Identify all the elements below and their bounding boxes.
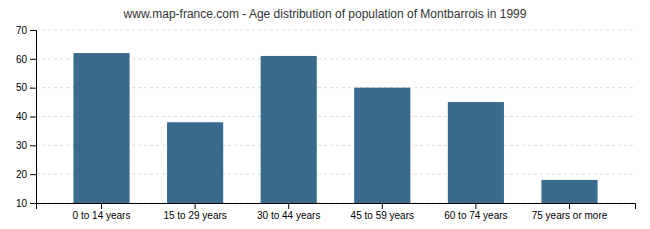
x-tick-mark: [382, 203, 383, 209]
y-tick-mark: [30, 59, 36, 60]
y-axis-line: [30, 31, 37, 204]
x-tick: 15 to 29 years: [163, 203, 226, 221]
bar: [541, 180, 597, 203]
bar: [73, 53, 129, 203]
x-tick-label: 60 to 74 years: [444, 210, 507, 221]
x-axis: 0 to 14 years 15 to 29 years 30 to 44 year…: [37, 203, 636, 221]
x-tick: 0 to 14 years: [73, 203, 131, 221]
y-tick-mark: [30, 203, 36, 204]
y-tick: 10: [16, 198, 36, 209]
y-tick-mark: [30, 174, 36, 175]
x-tick-label: 75 years or more: [532, 210, 608, 221]
y-tick-label: 70: [16, 25, 28, 36]
x-tick-mark: [101, 203, 102, 209]
y-tick: 40: [16, 111, 36, 122]
bars: [73, 53, 597, 203]
x-tick-label: 15 to 29 years: [163, 210, 226, 221]
x-tick: 30 to 44 years: [257, 203, 320, 221]
y-tick-label: 60: [16, 54, 28, 65]
y-axis: 10 20 30 40 50 60 70: [16, 25, 37, 209]
x-tick: 45 to 59 years: [351, 203, 414, 221]
x-tick-mark: [195, 203, 196, 209]
y-tick: 70: [16, 25, 36, 36]
y-tick-mark: [30, 117, 36, 118]
y-tick: 60: [16, 54, 36, 65]
bar: [448, 102, 504, 203]
x-tick-mark: [288, 203, 289, 209]
y-tick-label: 10: [16, 198, 28, 209]
y-tick-label: 40: [16, 111, 28, 122]
bar: [261, 56, 317, 203]
y-tick-label: 50: [16, 82, 28, 93]
bar: [167, 122, 223, 203]
bar: [354, 88, 410, 203]
title: www.map-france.com - Age distribution of…: [123, 7, 527, 21]
x-tick-label: 45 to 59 years: [351, 210, 414, 221]
y-tick-mark: [30, 30, 36, 31]
y-tick: 20: [16, 169, 36, 180]
y-tick-mark: [30, 145, 36, 146]
y-tick-mark: [30, 88, 36, 89]
chart: www.map-france.com - Age distribution of…: [0, 0, 650, 229]
plot: 10 20 30 40 50 60 70 0 to 14 years 15 to 29 year…: [16, 25, 636, 229]
x-tick-mark: [475, 203, 476, 209]
x-tick: 75 years or more: [532, 203, 608, 221]
x-tick: 60 to 74 years: [444, 203, 507, 221]
x-tick-label: 0 to 14 years: [73, 210, 131, 221]
y-tick: 50: [16, 82, 36, 93]
x-tick-mark: [569, 203, 570, 209]
y-tick-label: 20: [16, 169, 28, 180]
x-axis-line: [37, 204, 636, 210]
grid-line: [36, 30, 635, 31]
y-tick-label: 30: [16, 140, 28, 151]
x-tick-label: 30 to 44 years: [257, 210, 320, 221]
y-tick: 30: [16, 140, 36, 151]
